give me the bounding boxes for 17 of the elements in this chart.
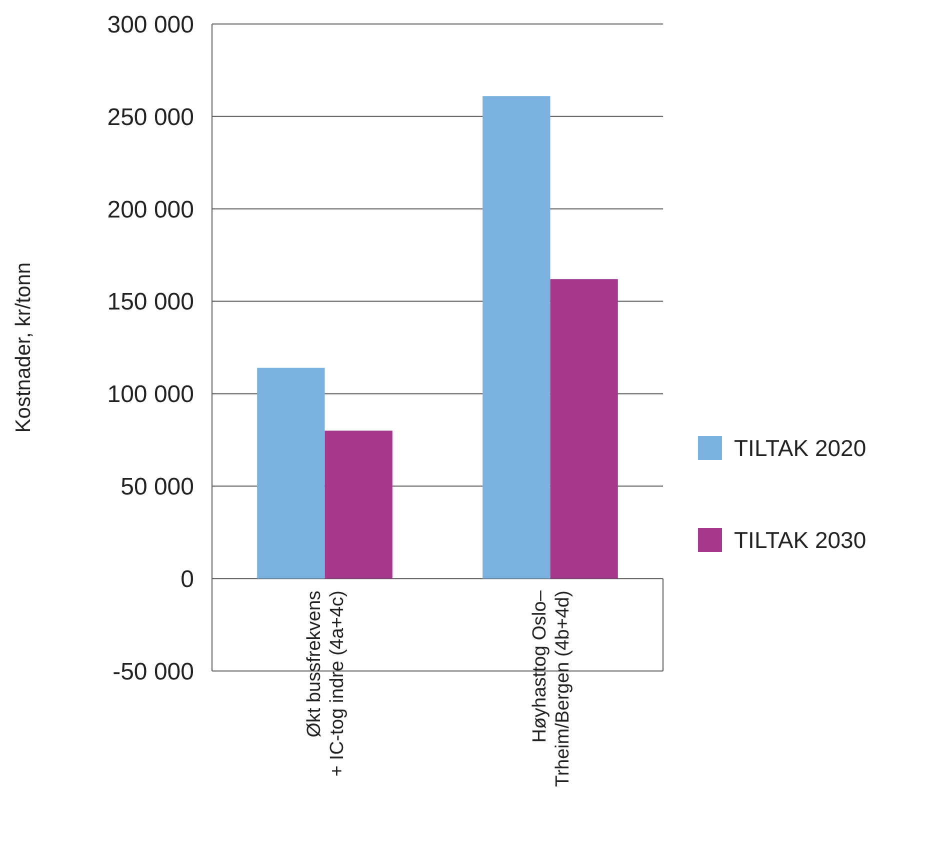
y-tick-label: -50 000 — [112, 658, 194, 686]
legend-label: TILTAK 2020 — [734, 435, 866, 462]
y-tick-label: 0 — [180, 566, 194, 593]
x-tick-label: Høyhasttog Oslo– Trheim/Bergen (4b+4d) — [530, 590, 574, 787]
y-tick-label: 300 000 — [107, 11, 194, 38]
bar — [482, 96, 550, 579]
x-tick-label: Økt bussfrekvens + IC-tog indre (4a+4c) — [304, 590, 348, 776]
y-tick-label: 100 000 — [107, 381, 194, 408]
y-tick-label: 250 000 — [107, 104, 194, 131]
y-tick-label: 50 000 — [120, 474, 194, 501]
y-tick-label: 150 000 — [107, 288, 194, 316]
bar — [324, 430, 392, 579]
bar — [550, 279, 618, 579]
y-tick-label: 200 000 — [107, 196, 194, 224]
legend-label: TILTAK 2030 — [734, 527, 866, 554]
bar — [257, 368, 325, 579]
y-axis-title: Kostnader, kr/tonn — [12, 262, 35, 433]
